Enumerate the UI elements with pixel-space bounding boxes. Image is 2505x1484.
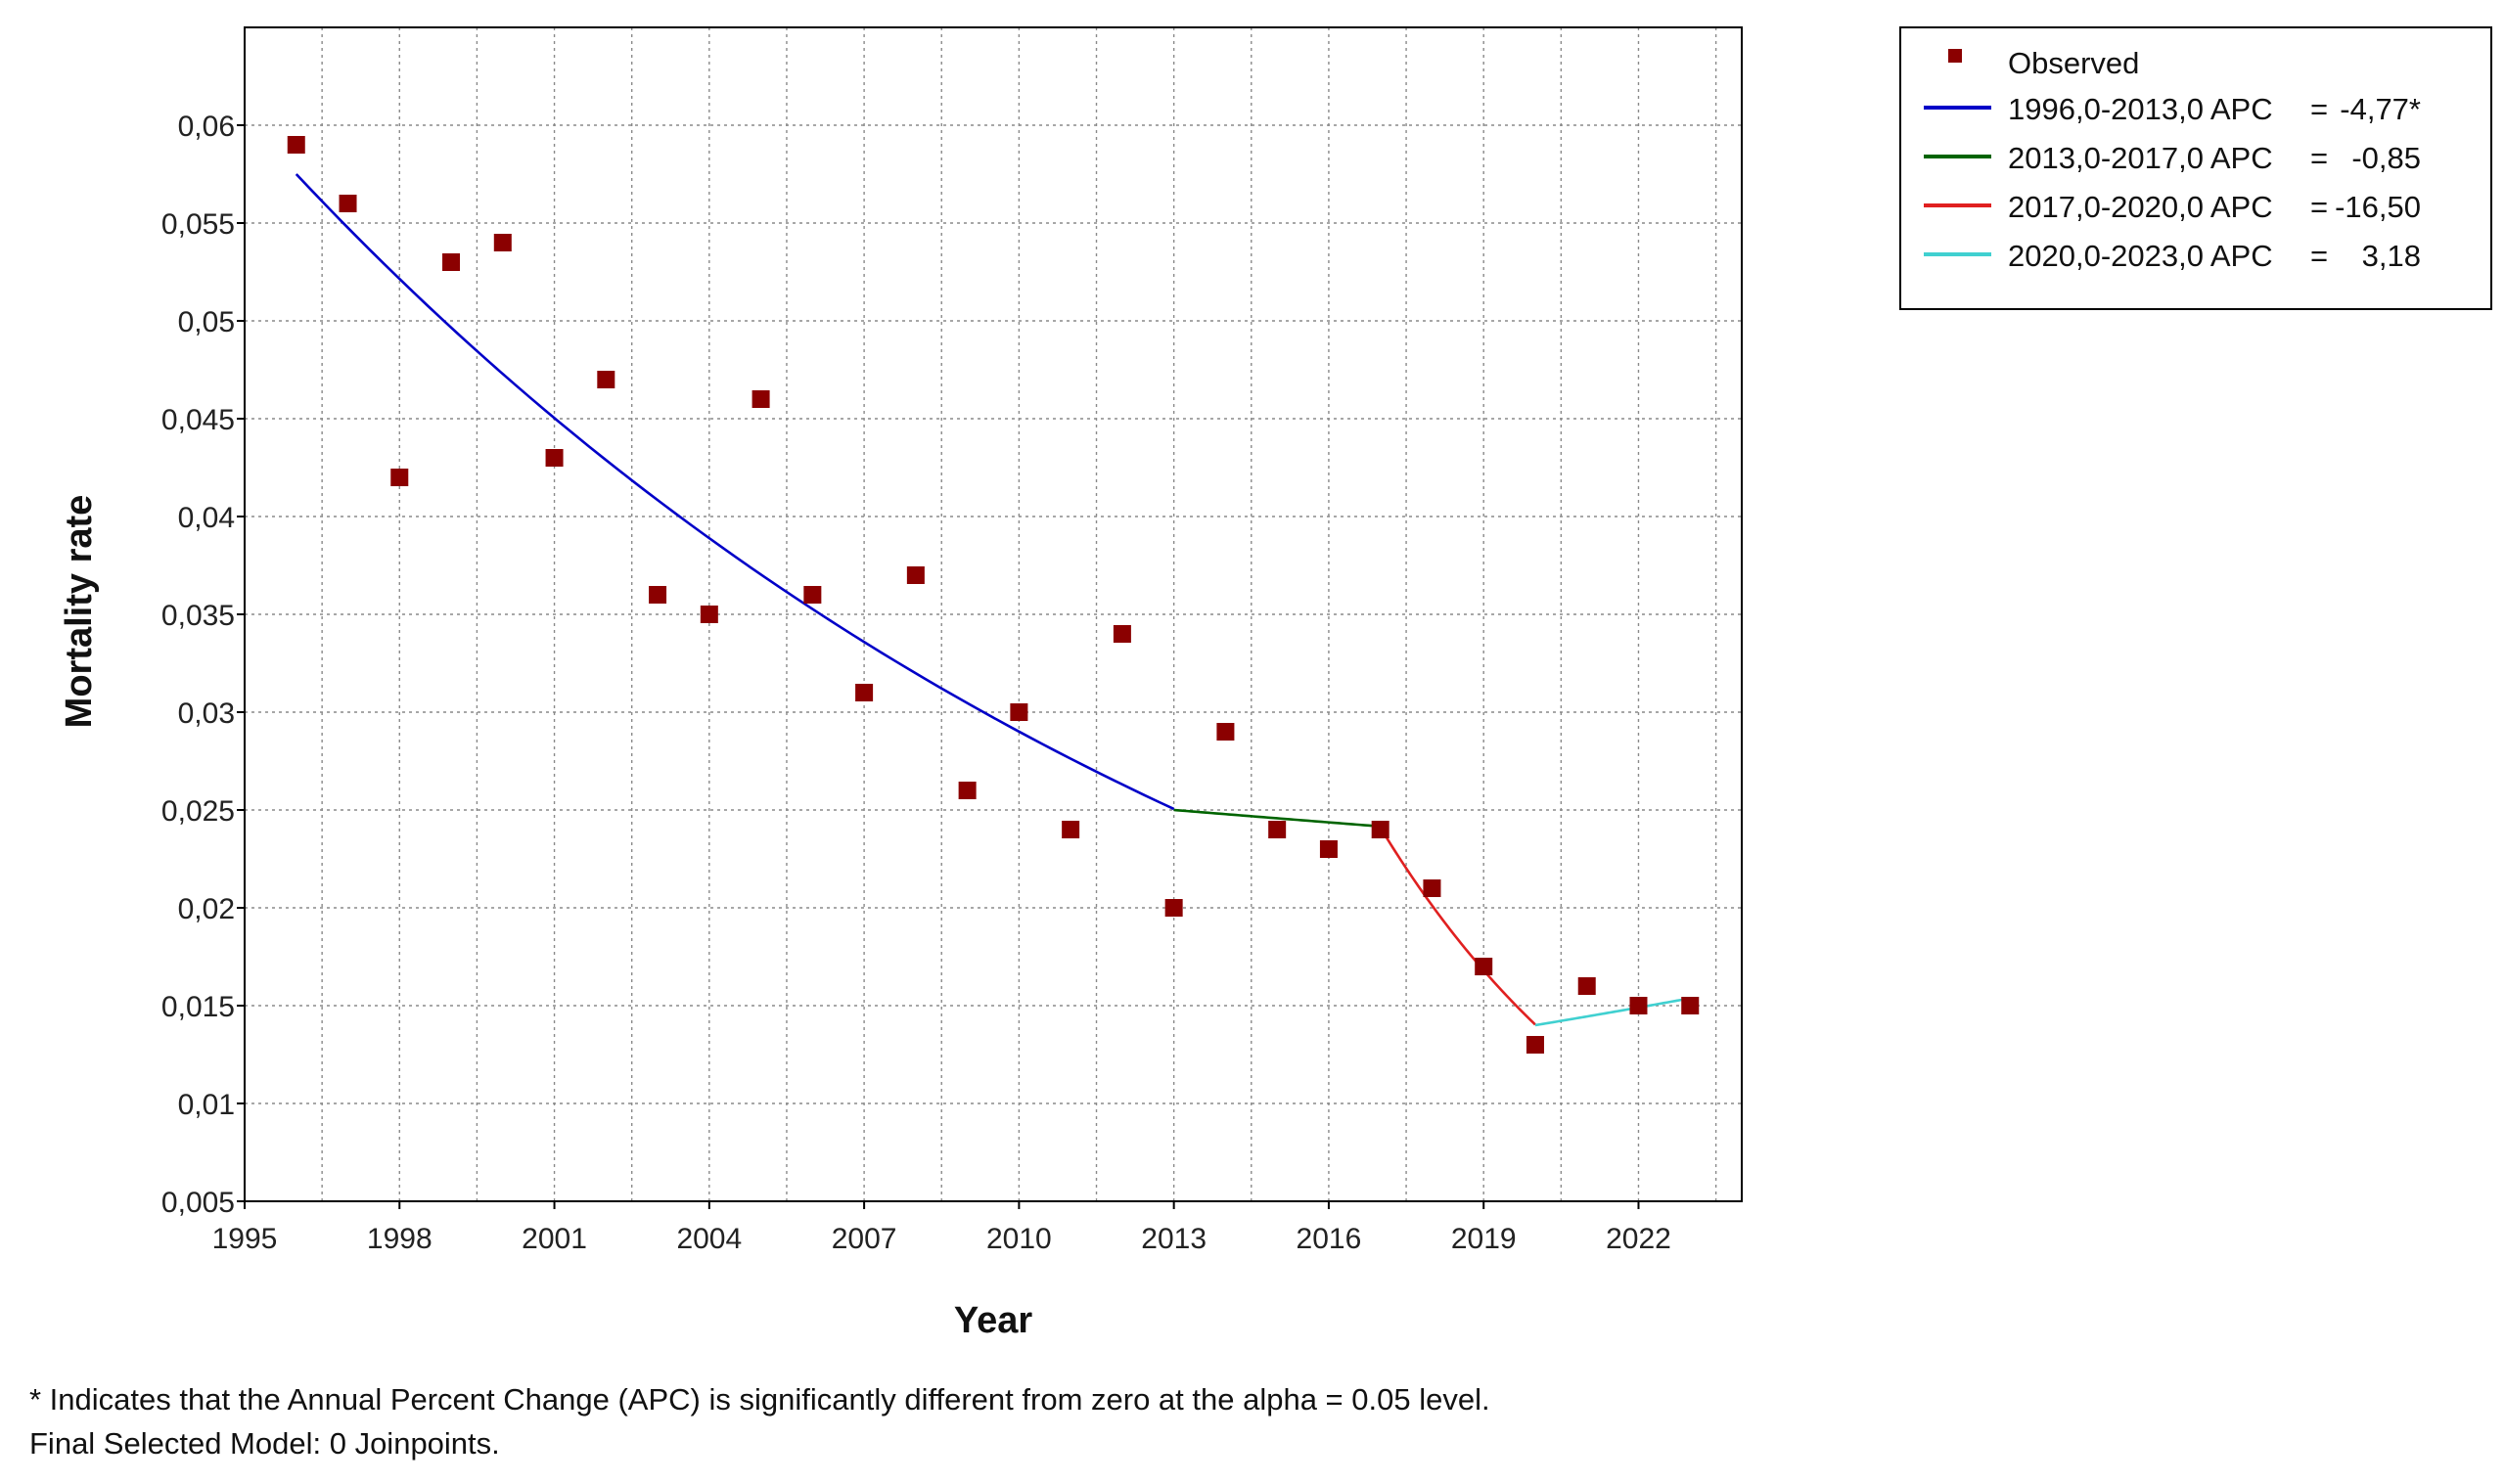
legend-equals-sign: = (2310, 141, 2328, 175)
footnote-model: Final Selected Model: 0 Joinpoints. (29, 1426, 500, 1461)
legend-equals-sign: = (2310, 190, 2328, 224)
y-tick-label: 0,05 (178, 306, 235, 338)
y-tick-label: 0,035 (161, 600, 235, 632)
observed-point (803, 586, 822, 604)
x-tick-label: 2001 (522, 1223, 587, 1255)
observed-point (1475, 958, 1493, 975)
observed-point (1577, 977, 1596, 995)
observed-point (1268, 821, 1287, 838)
observed-point (700, 606, 718, 623)
y-tick-label: 0,06 (178, 111, 235, 143)
observed-point (597, 371, 615, 388)
observed-point (1010, 703, 1028, 721)
trend-lines (295, 173, 1691, 1027)
trend-line (295, 173, 1175, 811)
observed-point (906, 566, 925, 584)
x-tick-label: 2016 (1297, 1223, 1362, 1255)
observed-point (287, 136, 305, 154)
observed-point (1423, 879, 1441, 897)
observed-point (649, 586, 667, 604)
legend-equals-sign: = (2310, 239, 2328, 273)
observed-point (1629, 997, 1648, 1014)
x-axis-title: Year (954, 1300, 1033, 1341)
legend-marker-observed (1948, 49, 1962, 63)
y-tick-label: 0,01 (178, 1089, 235, 1121)
y-tick-label: 0,03 (178, 697, 235, 730)
x-tick-label: 2019 (1451, 1223, 1517, 1255)
legend-apc-value: -4,77* (2340, 92, 2421, 126)
y-tick-label: 0,025 (161, 795, 235, 828)
trend-line (1534, 997, 1691, 1027)
x-tick-label: 2010 (986, 1223, 1052, 1255)
legend-apc-value: 3,18 (2362, 239, 2421, 273)
observed-point (339, 195, 357, 212)
observed-point (1216, 723, 1235, 741)
trend-line (1379, 827, 1536, 1026)
x-tick-label: 2007 (832, 1223, 897, 1255)
legend-label-segment: 2013,0-2017,0 APC (2008, 141, 2273, 175)
observed-points (287, 136, 1700, 1054)
legend-label-segment: 1996,0-2013,0 APC (2008, 92, 2273, 126)
observed-point (1681, 997, 1700, 1014)
trend-line (1173, 808, 1381, 829)
observed-point (1371, 821, 1389, 838)
observed-point (958, 782, 977, 799)
grid-lines (244, 26, 1742, 1202)
axis-ticks: 1995 1998 2001 2004 2007 2010 2013 2016 2019 2022… (161, 111, 1671, 1255)
y-tick-label: 0,005 (161, 1187, 235, 1219)
y-tick-label: 0,04 (178, 502, 235, 534)
x-tick-label: 1998 (367, 1223, 433, 1255)
observed-point (1526, 1036, 1544, 1054)
x-tick-label: 2022 (1606, 1223, 1671, 1255)
observed-point (545, 449, 564, 467)
y-axis-title: Mortality rate (59, 495, 100, 729)
observed-point (1062, 821, 1080, 838)
footnote-significance: * Indicates that the Annual Percent Chan… (29, 1382, 1490, 1417)
y-tick-label: 0,015 (161, 991, 235, 1023)
observed-point (1164, 899, 1183, 917)
y-tick-label: 0,045 (161, 404, 235, 436)
observed-point (1319, 840, 1338, 858)
x-tick-label: 2013 (1141, 1223, 1207, 1255)
observed-point (752, 390, 770, 408)
x-tick-label: 2004 (676, 1223, 742, 1255)
legend-label-segment: 2020,0-2023,0 APC (2008, 239, 2273, 273)
y-tick-label: 0,02 (178, 893, 235, 925)
legend: Observed 1996,0-2013,0 APC = -4,77* 2013,0-2… (1899, 26, 2492, 310)
legend-apc-value: -16,50 (2335, 190, 2421, 224)
observed-point (1113, 625, 1131, 643)
legend-label-segment: 2017,0-2020,0 APC (2008, 190, 2273, 224)
observed-point (442, 253, 461, 271)
observed-point (855, 684, 874, 701)
legend-frame (1899, 26, 2492, 310)
observed-point (493, 234, 512, 251)
observed-point (390, 469, 409, 486)
x-tick-label: 1995 (212, 1223, 278, 1255)
y-tick-label: 0,055 (161, 208, 235, 241)
legend-apc-value: -0,85 (2351, 141, 2421, 175)
legend-equals-sign: = (2310, 92, 2328, 126)
legend-label-observed: Observed (2008, 46, 2139, 80)
